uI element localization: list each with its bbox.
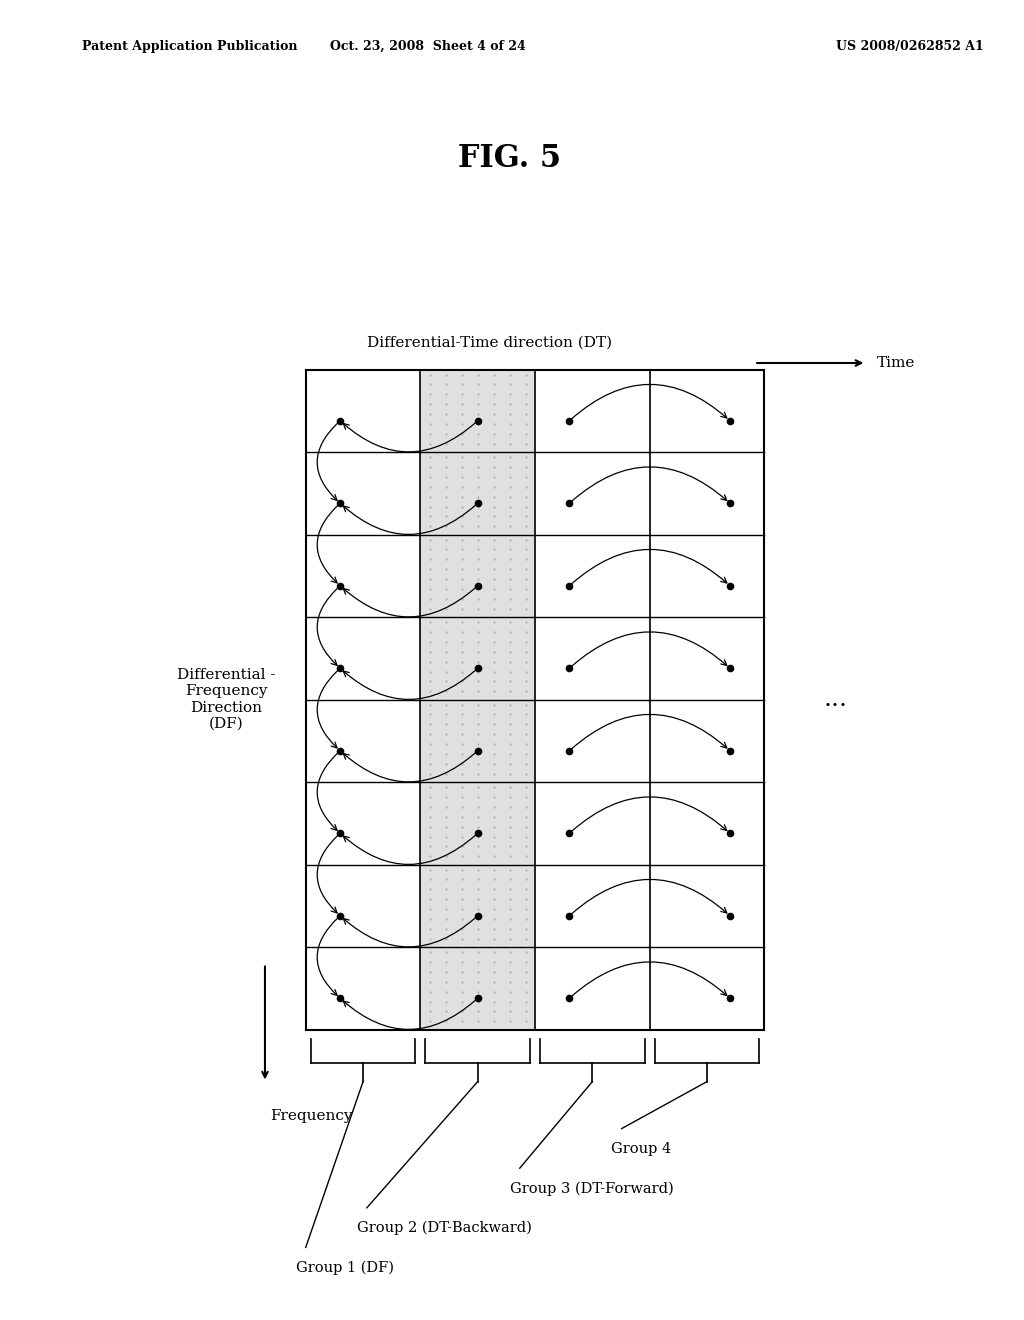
Text: Patent Application Publication: Patent Application Publication [82, 40, 297, 53]
Text: ...: ... [823, 688, 848, 711]
Text: FIG. 5: FIG. 5 [458, 143, 561, 174]
Text: Group 3 (DT-Forward): Group 3 (DT-Forward) [510, 1181, 674, 1196]
Text: Group 1 (DF): Group 1 (DF) [296, 1261, 393, 1275]
Bar [421, 370, 535, 1030]
Text: Oct. 23, 2008  Sheet 4 of 24: Oct. 23, 2008 Sheet 4 of 24 [330, 40, 526, 53]
Text: Time: Time [877, 356, 914, 370]
Text: US 2008/0262852 A1: US 2008/0262852 A1 [836, 40, 983, 53]
Text: Group 4: Group 4 [611, 1142, 672, 1156]
Text: Group 2 (DT-Backward): Group 2 (DT-Backward) [356, 1221, 531, 1236]
Text: Differential -
Frequency
Direction
(DF): Differential - Frequency Direction (DF) [177, 668, 275, 731]
Text: Frequency: Frequency [270, 1109, 352, 1123]
Text: Differential-Time direction (DT): Differential-Time direction (DT) [367, 335, 611, 350]
